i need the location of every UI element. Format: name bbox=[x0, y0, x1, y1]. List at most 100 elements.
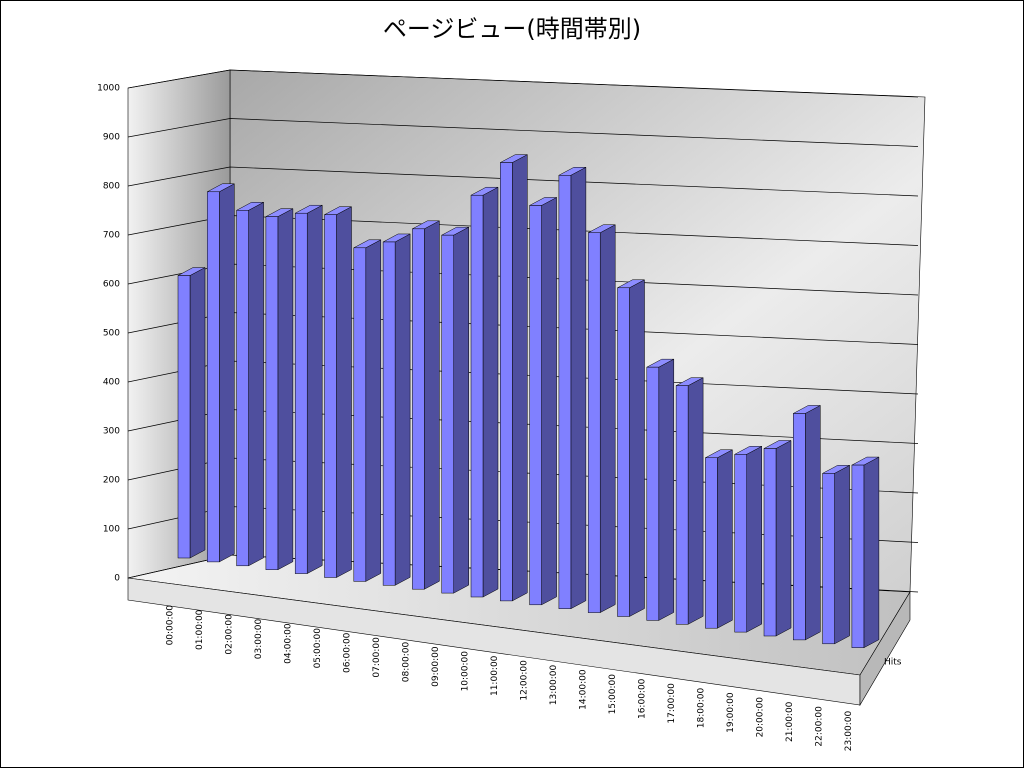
x-tick-label: 14:00:00 bbox=[579, 669, 589, 710]
bar-side bbox=[746, 445, 762, 633]
y-tick-label: 0 bbox=[114, 574, 120, 584]
bar bbox=[675, 377, 704, 625]
bar bbox=[382, 233, 411, 586]
x-tick-label: 10:00:00 bbox=[461, 651, 471, 692]
y-tick-label: 400 bbox=[103, 378, 120, 388]
bar-front bbox=[558, 175, 572, 609]
x-tick-label: 04:00:00 bbox=[284, 623, 294, 664]
bar bbox=[587, 224, 616, 614]
bar-front bbox=[353, 247, 367, 582]
bar-side bbox=[805, 405, 821, 641]
y-tick-label: 800 bbox=[103, 182, 120, 192]
floor-side bbox=[859, 590, 911, 707]
y-tick-label: 100 bbox=[103, 525, 120, 535]
grid-line bbox=[127, 118, 919, 147]
y-tick-label: 600 bbox=[103, 280, 120, 290]
bar bbox=[500, 154, 528, 602]
bar-side bbox=[775, 440, 792, 637]
bar-front bbox=[675, 385, 689, 625]
bar bbox=[236, 201, 264, 567]
bar-front bbox=[207, 191, 220, 563]
bar bbox=[646, 358, 675, 621]
y-tick-label: 200 bbox=[103, 476, 120, 486]
bar-front bbox=[822, 473, 835, 645]
bar-side bbox=[277, 208, 294, 571]
bar-front bbox=[529, 205, 542, 606]
bar bbox=[177, 267, 206, 559]
x-tick-label: 08:00:00 bbox=[402, 642, 412, 683]
chart-title: ページビュー(時間帯別) bbox=[383, 15, 641, 43]
bar-side bbox=[658, 358, 675, 621]
x-tick-label: 05:00:00 bbox=[313, 628, 323, 669]
bar-side bbox=[863, 456, 880, 649]
bar-front bbox=[412, 228, 425, 590]
bar-side bbox=[306, 204, 323, 575]
bar-front bbox=[294, 212, 308, 574]
bar-front bbox=[236, 210, 249, 567]
bar-front bbox=[470, 194, 484, 598]
bar bbox=[822, 464, 850, 645]
bar bbox=[324, 206, 352, 578]
x-tick-label: 23:00:00 bbox=[844, 711, 854, 752]
x-tick-label: 17:00:00 bbox=[667, 683, 677, 724]
bar-front bbox=[705, 457, 718, 629]
bar-side bbox=[219, 183, 235, 563]
bar-front bbox=[851, 464, 865, 648]
bar-front bbox=[324, 214, 337, 578]
bar-front bbox=[441, 234, 454, 594]
bar bbox=[793, 405, 821, 641]
bar-side bbox=[453, 226, 469, 594]
bar bbox=[734, 445, 762, 633]
x-tick-label: 18:00:00 bbox=[697, 688, 707, 729]
bar bbox=[558, 166, 587, 610]
x-tick-label: 12:00:00 bbox=[520, 660, 530, 701]
x-tick-label: 09:00:00 bbox=[431, 646, 441, 687]
bar bbox=[763, 440, 792, 637]
bar-front bbox=[793, 413, 806, 641]
bar-front bbox=[646, 366, 660, 621]
bar-side bbox=[189, 267, 206, 559]
y-tick-label: 1000 bbox=[97, 84, 120, 94]
bar-side bbox=[482, 186, 499, 598]
x-tick-label: 03:00:00 bbox=[254, 619, 264, 660]
bar bbox=[441, 226, 469, 594]
bar bbox=[294, 204, 323, 575]
y-tick-label: 500 bbox=[103, 329, 120, 339]
bar-side bbox=[599, 224, 616, 614]
bar bbox=[470, 186, 499, 598]
grid-line bbox=[127, 69, 919, 98]
x-tick-label: 02:00:00 bbox=[225, 614, 235, 655]
bar-side bbox=[834, 464, 850, 645]
x-tick-label: 15:00:00 bbox=[608, 674, 618, 715]
bar bbox=[851, 456, 880, 649]
bar-side bbox=[365, 239, 382, 582]
bar-side bbox=[336, 206, 352, 578]
bar-front bbox=[500, 162, 513, 602]
bar-front bbox=[587, 232, 601, 613]
bar-side bbox=[512, 154, 528, 602]
bar-front bbox=[382, 241, 396, 586]
x-tick-label: 06:00:00 bbox=[343, 632, 353, 673]
bar-side bbox=[629, 279, 645, 617]
grid-line bbox=[127, 166, 919, 197]
y-tick-label: 900 bbox=[103, 133, 120, 143]
bar-front bbox=[617, 287, 630, 617]
bar-side bbox=[424, 220, 440, 590]
bar bbox=[353, 239, 382, 582]
x-tick-label: 19:00:00 bbox=[726, 692, 736, 733]
bar-side bbox=[570, 166, 587, 610]
bar bbox=[265, 208, 294, 571]
bar bbox=[207, 183, 235, 563]
bar-side bbox=[717, 449, 733, 629]
x-tick-label: 07:00:00 bbox=[372, 637, 382, 678]
x-tick-label: 01:00:00 bbox=[195, 609, 205, 650]
y-tick-label: 700 bbox=[103, 231, 120, 241]
bar-front bbox=[734, 454, 747, 633]
bar-side bbox=[248, 201, 264, 567]
bar bbox=[412, 220, 440, 590]
bar bbox=[705, 449, 733, 629]
x-tick-label: 13:00:00 bbox=[549, 665, 559, 706]
bar bbox=[617, 279, 645, 617]
bar-front bbox=[265, 216, 279, 570]
